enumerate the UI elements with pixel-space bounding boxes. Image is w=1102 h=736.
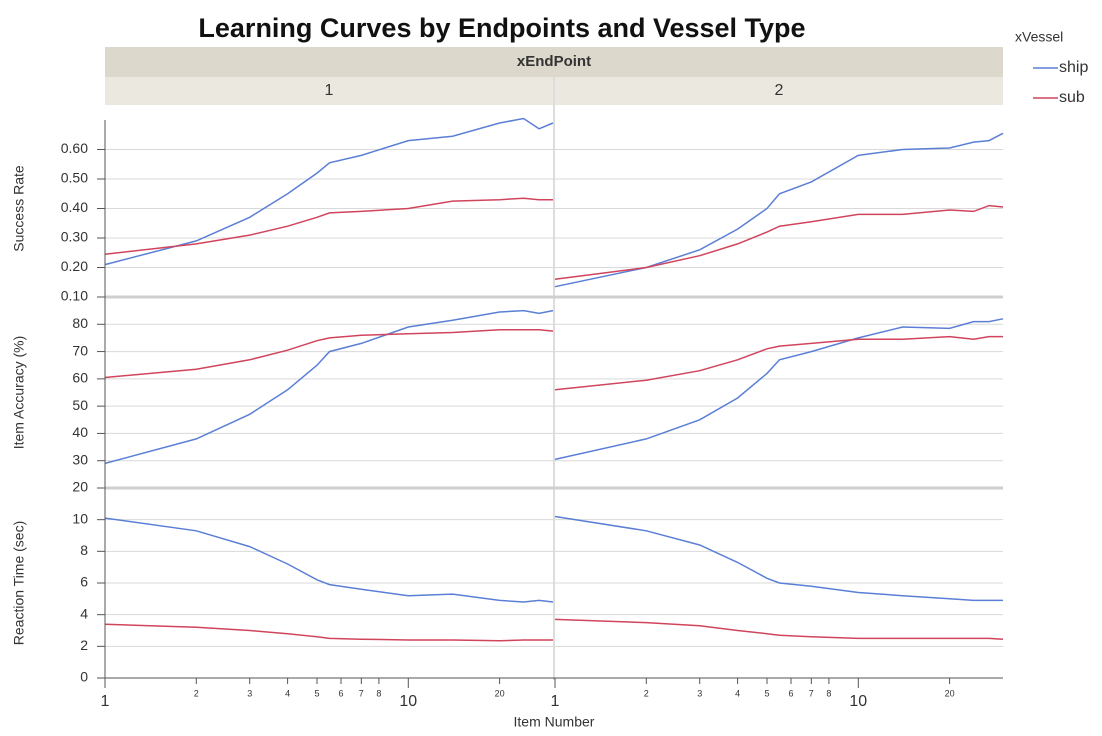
series-line <box>554 335 1003 391</box>
facet-header <box>105 47 1003 77</box>
y-tick-label: 0 <box>80 669 88 685</box>
y-tick-label: 8 <box>80 542 88 558</box>
series-line <box>554 132 1004 288</box>
series-line <box>554 204 1004 281</box>
series-line <box>104 517 554 603</box>
series-line <box>104 328 554 379</box>
x-tick-label: 2 <box>644 688 649 698</box>
y-tick-label: 0.60 <box>61 140 88 156</box>
y-axis-title: Success Rate <box>11 165 27 252</box>
chart-title: Learning Curves by Endpoints and Vessel … <box>198 13 805 43</box>
y-tick-label: 0.10 <box>61 288 88 304</box>
x-tick-label: 4 <box>735 688 740 698</box>
x-tick-label: 1 <box>551 693 560 710</box>
series-line <box>554 618 1004 640</box>
y-tick-label: 30 <box>72 451 88 467</box>
x-tick-label: 5 <box>764 688 769 698</box>
x-tick-label: 6 <box>788 688 793 698</box>
x-tick-label: 6 <box>338 688 343 698</box>
x-tick-label: 8 <box>826 688 831 698</box>
x-tick-label: 10 <box>399 693 417 710</box>
x-tick-label: 8 <box>376 688 381 698</box>
series-line <box>104 309 554 465</box>
y-tick-label: 60 <box>72 370 88 386</box>
y-tick-label: 0.20 <box>61 258 88 274</box>
x-tick-label: 4 <box>285 688 290 698</box>
x-tick-label: 5 <box>314 688 319 698</box>
facet-title: xEndPoint <box>517 53 591 70</box>
x-tick-label: 7 <box>809 688 814 698</box>
facet-label: 1 <box>325 82 334 99</box>
x-tick-label: 7 <box>359 688 364 698</box>
y-tick-label: 80 <box>72 315 88 331</box>
legend-label: sub <box>1059 89 1085 106</box>
x-tick-label: 20 <box>495 688 505 698</box>
series-line <box>554 318 1004 461</box>
y-tick-label: 2 <box>80 637 88 653</box>
x-tick-label: 1 <box>101 693 110 710</box>
legend-label: ship <box>1059 59 1088 76</box>
y-tick-label: 0.30 <box>61 229 88 245</box>
series-line <box>104 197 553 255</box>
x-axis-title: Item Number <box>514 714 595 730</box>
y-tick-label: 20 <box>72 479 88 495</box>
x-tick-label: 10 <box>849 693 867 710</box>
x-tick-label: 3 <box>247 688 252 698</box>
y-tick-label: 6 <box>80 574 88 590</box>
y-tick-label: 70 <box>72 342 88 358</box>
series-line <box>104 117 554 266</box>
legend-title: xVessel <box>1015 29 1063 45</box>
y-tick-label: 0.40 <box>61 199 88 215</box>
y-tick-label: 0.50 <box>61 170 88 186</box>
y-axis-title: Reaction Time (sec) <box>11 521 27 645</box>
y-tick-label: 4 <box>80 605 88 621</box>
y-tick-label: 40 <box>72 424 88 440</box>
x-tick-label: 3 <box>697 688 702 698</box>
x-tick-label: 2 <box>194 688 199 698</box>
y-axis-title: Item Accuracy (%) <box>11 336 27 450</box>
y-tick-label: 10 <box>72 510 88 526</box>
facet-label: 2 <box>775 82 784 99</box>
x-tick-label: 20 <box>945 688 955 698</box>
series-line <box>104 623 553 642</box>
series-line <box>554 515 1003 602</box>
y-tick-label: 50 <box>72 397 88 413</box>
